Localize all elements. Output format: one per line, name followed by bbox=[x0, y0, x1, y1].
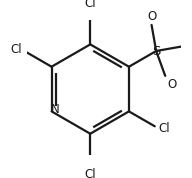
Text: O: O bbox=[147, 10, 156, 23]
Text: Cl: Cl bbox=[11, 43, 22, 56]
Text: S: S bbox=[152, 44, 160, 57]
Text: O: O bbox=[167, 78, 176, 91]
Text: Cl: Cl bbox=[158, 122, 170, 135]
Text: Cl: Cl bbox=[84, 168, 96, 178]
Text: Cl: Cl bbox=[84, 0, 96, 11]
Text: N: N bbox=[51, 103, 60, 116]
